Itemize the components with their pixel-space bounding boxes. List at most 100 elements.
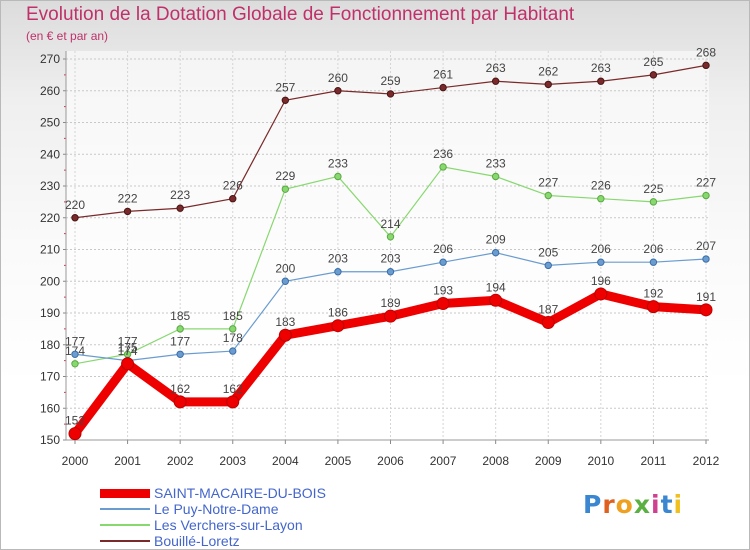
data-point-les-verchers-sur-layon [439,163,447,171]
y-tick-label: 200 [40,274,60,288]
data-label-saint-macaire-du-bois: 194 [486,280,506,294]
data-label-les-verchers-sur-layon: 185 [223,309,243,323]
data-point-le-puy-notre-dame [176,350,184,358]
data-label-les-verchers-sur-layon: 177 [118,334,138,348]
data-point-bouille-loretz [649,71,658,79]
data-point-bouille-loretz [544,80,552,89]
proxiti-logo: Proxiti [583,490,683,519]
x-tick-label: 2012 [693,454,720,468]
x-tick-label: 2005 [325,454,352,468]
data-point-bouille-loretz [229,195,237,203]
data-point-le-puy-notre-dame [702,255,710,263]
chart-subtitle: (en € et par an) [26,29,109,43]
data-label-le-puy-notre-dame: 203 [380,252,400,266]
data-label-saint-macaire-du-bois: 162 [170,382,190,396]
data-label-les-verchers-sur-layon: 227 [538,176,558,190]
y-tick-label: 150 [40,433,60,447]
data-point-le-puy-notre-dame [597,258,605,266]
x-tick-label: 2003 [219,454,246,468]
data-label-les-verchers-sur-layon: 233 [486,156,506,170]
logo-letter: r [602,490,616,519]
data-point-le-puy-notre-dame [544,261,552,270]
data-point-bouille-loretz [386,90,395,98]
data-point-bouille-loretz [702,61,710,70]
data-point-les-verchers-sur-layon [334,172,342,181]
data-point-les-verchers-sur-layon [597,195,605,203]
x-tick-label: 2009 [535,454,562,468]
y-tick-label: 190 [40,306,60,320]
data-label-les-verchers-sur-layon: 226 [591,179,611,193]
data-label-bouille-loretz: 220 [65,198,85,212]
data-label-les-verchers-sur-layon: 225 [643,182,663,196]
x-tick-label: 2010 [587,454,614,468]
y-tick-label: 220 [40,211,60,225]
data-label-bouille-loretz: 259 [380,74,400,88]
logo-letter: t [660,490,674,519]
data-label-le-puy-notre-dame: 206 [591,242,611,256]
x-tick-label: 2001 [114,454,141,468]
y-tick-label: 170 [40,370,60,384]
data-point-saint-macaire-du-bois [173,395,187,409]
data-point-bouille-loretz [439,83,447,92]
y-tick-label: 180 [40,338,60,352]
y-tick-label: 250 [40,116,60,130]
x-tick-label: 2004 [272,454,299,468]
data-point-les-verchers-sur-layon [176,325,184,333]
data-label-bouille-loretz: 260 [328,71,348,85]
data-label-saint-macaire-du-bois: 174 [118,344,138,358]
data-point-saint-macaire-du-bois [331,319,345,333]
data-point-saint-macaire-du-bois [121,357,135,371]
y-tick-label: 160 [40,401,60,415]
data-label-bouille-loretz: 263 [486,61,506,75]
data-point-les-verchers-sur-layon [229,325,237,333]
data-label-saint-macaire-du-bois: 192 [643,287,663,301]
data-point-bouille-loretz [281,96,290,104]
data-label-les-verchers-sur-layon: 227 [696,176,716,190]
data-label-saint-macaire-du-bois: 187 [538,303,558,317]
data-point-le-puy-notre-dame [649,258,658,266]
data-label-bouille-loretz: 222 [118,191,138,205]
data-point-bouille-loretz [597,77,605,85]
data-point-le-puy-notre-dame [491,248,500,257]
data-point-saint-macaire-du-bois [594,287,608,301]
data-point-bouille-loretz [334,87,342,95]
logo-letter: o [615,490,634,519]
data-point-saint-macaire-du-bois [226,395,240,409]
x-tick-label: 2002 [167,454,194,468]
data-point-les-verchers-sur-layon [649,198,658,206]
data-point-saint-macaire-du-bois [699,303,713,317]
data-point-saint-macaire-du-bois [646,300,660,314]
legend-swatch [100,508,150,510]
data-label-le-puy-notre-dame: 178 [223,331,243,345]
data-label-le-puy-notre-dame: 206 [433,242,453,256]
data-point-les-verchers-sur-layon [491,172,500,181]
data-label-le-puy-notre-dame: 209 [486,233,506,247]
data-label-bouille-loretz: 226 [223,179,243,193]
data-point-bouille-loretz [123,207,132,216]
data-label-le-puy-notre-dame: 203 [328,252,348,266]
data-label-les-verchers-sur-layon: 214 [380,217,400,231]
data-label-bouille-loretz: 261 [433,68,453,82]
data-point-les-verchers-sur-layon [71,360,79,368]
data-label-saint-macaire-du-bois: 196 [591,274,611,288]
plot-area [66,51,709,440]
data-point-bouille-loretz [71,214,79,222]
y-tick-label: 210 [40,243,60,257]
data-label-le-puy-notre-dame: 205 [538,245,558,259]
data-label-le-puy-notre-dame: 206 [643,242,663,256]
logo-letter: x [633,490,651,519]
legend-swatch [100,489,150,498]
legend-label: Les Verchers-sur-Layon [154,517,303,533]
x-tick-label: 2000 [62,454,89,468]
data-point-saint-macaire-du-bois [489,293,503,307]
data-label-les-verchers-sur-layon: 233 [328,156,348,170]
data-point-les-verchers-sur-layon [386,233,395,241]
data-label-bouille-loretz: 268 [696,45,716,59]
y-tick-label: 270 [40,52,60,66]
data-point-les-verchers-sur-layon [281,185,290,193]
data-point-bouille-loretz [491,77,500,85]
legend-label: Le Puy-Notre-Dame [154,501,279,517]
data-label-bouille-loretz: 262 [538,64,558,78]
legend-label: Bouillé-Loretz [154,533,240,549]
data-point-le-puy-notre-dame [229,347,237,355]
